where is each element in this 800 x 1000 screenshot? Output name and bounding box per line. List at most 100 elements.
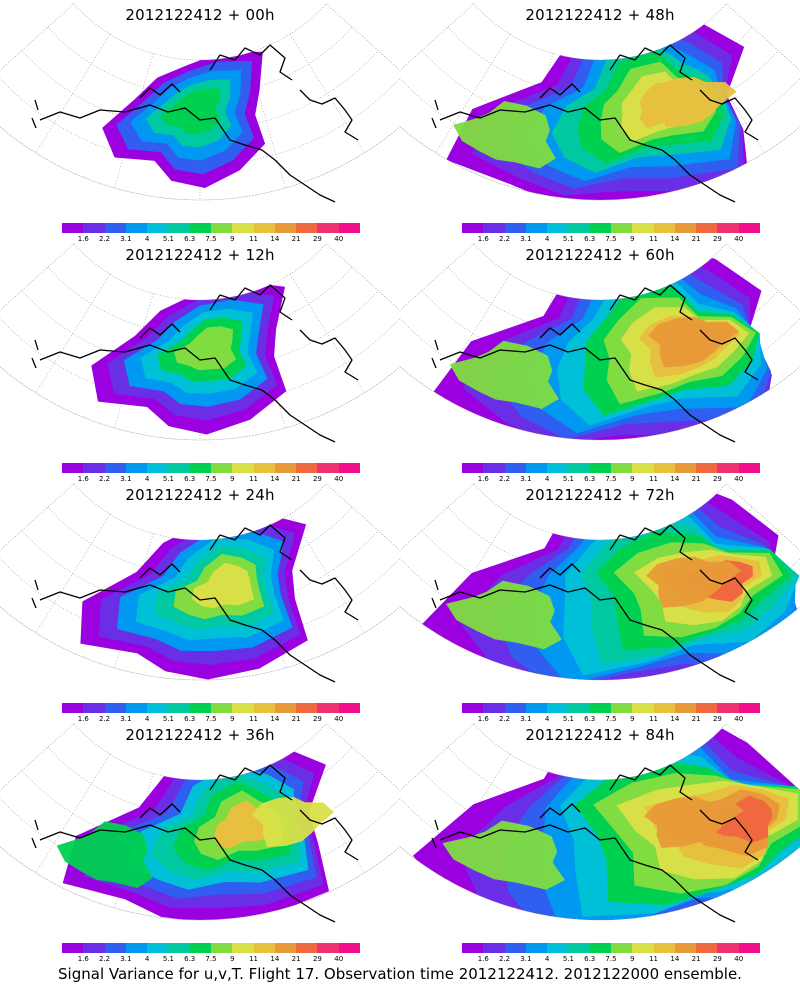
colorbar-tick-label: 2.2 [98, 955, 111, 963]
colorbar-tick-label: 14 [270, 955, 280, 963]
colorbar-tick-label: 7.5 [605, 955, 617, 963]
colorbar-tick-label: 11 [249, 235, 259, 243]
colorbar [462, 223, 760, 233]
colorbar-tick-label: 4 [144, 715, 150, 723]
colorbar-tick-label: 14 [670, 235, 680, 243]
colorbar-swatch [674, 943, 697, 953]
colorbar-swatch [483, 463, 505, 473]
colorbar-tick-label: 3.1 [120, 475, 132, 483]
colorbar-swatch [462, 703, 484, 713]
colorbar-tick-label: 11 [649, 955, 659, 963]
colorbar-swatch [653, 223, 675, 233]
coastlines [431, 764, 759, 923]
colorbar-swatch [653, 463, 675, 473]
colorbar-tick-label: 9 [230, 235, 235, 243]
colorbar-tick-label: 3.1 [520, 715, 532, 723]
colorbar-tick-label: 3.1 [520, 955, 532, 963]
colorbar-tick-label: 11 [649, 715, 659, 723]
colorbar-swatch [568, 223, 590, 233]
colorbar-tick-label: 21 [291, 235, 301, 243]
colorbar-tick-label: 3.1 [120, 715, 132, 723]
colorbar-tick-label: 29 [712, 475, 722, 483]
colorbar-tick-label: 4 [144, 235, 150, 243]
colorbar-swatch [338, 223, 360, 233]
map-panel: 2012122412 + 12h 1.6 2.2 3.1 4 5.1 6.3 7.5 9 11 14… [0, 240, 400, 483]
colorbar-tick-label: 29 [712, 955, 722, 963]
variance-field [446, 15, 750, 201]
colorbar-labels: 1.6 2.2 3.1 4 5.1 6.3 7.5 9 11 14 21 29 40 [62, 235, 360, 245]
map-panel: 2012122412 + 24h 1.6 2.2 3.1 4 5.1 6.3 7.5 9 11 14… [0, 480, 400, 723]
colorbar-swatch [125, 223, 148, 233]
colorbar-swatch [717, 463, 739, 473]
colorbar-tick-label: 7.5 [605, 475, 617, 483]
colorbar-tick-label: 7.5 [605, 715, 617, 723]
colorbar-tick-label: 9 [630, 955, 635, 963]
colorbar-swatch [189, 223, 211, 233]
colorbar-tick-label: 5.1 [162, 235, 174, 243]
variance-field [431, 243, 772, 441]
colorbar-tick-label: 6.3 [184, 475, 196, 483]
colorbar-swatch [83, 703, 105, 713]
colorbar-swatch [632, 943, 654, 953]
colorbar-tick-label: 14 [670, 715, 680, 723]
colorbar-swatch [462, 223, 484, 233]
colorbar-swatch [296, 943, 318, 953]
colorbar-tick-label: 5.1 [562, 715, 574, 723]
variance-field [56, 744, 335, 921]
colorbar-tick-label: 7.5 [205, 715, 217, 723]
colorbar-swatch [62, 703, 84, 713]
colorbar-swatch [547, 463, 569, 473]
colorbar-labels: 1.6 2.2 3.1 4 5.1 6.3 7.5 9 11 14 21 29 40 [62, 715, 360, 725]
colorbar-tick-label: 1.6 [77, 715, 89, 723]
colorbar-swatch [168, 223, 190, 233]
colorbar-swatch [589, 463, 611, 473]
colorbar-tick-label: 14 [270, 235, 280, 243]
colorbar-tick-label: 29 [312, 715, 322, 723]
map-panel: 2012122412 + 36h 1.6 2.2 3.1 4 5.1 6.3 7.5 9 11 14… [0, 720, 400, 963]
colorbar-swatch [738, 223, 760, 233]
colorbar-swatch [253, 223, 275, 233]
colorbar-swatch [738, 943, 760, 953]
colorbar-tick-label: 5.1 [162, 715, 174, 723]
map-panel: 2012122412 + 00h 1.6 2.2 3.1 4 5.1 6.3 7.5 9 11 14… [0, 0, 400, 243]
colorbar-swatch [632, 703, 654, 713]
variance-field [412, 723, 800, 921]
colorbar-swatch [274, 223, 297, 233]
colorbar-swatch [483, 943, 505, 953]
colorbar-swatch [147, 223, 169, 233]
panel-title: 2012122412 + 24h [125, 486, 275, 504]
colorbar-swatch [125, 463, 148, 473]
polar-map [0, 723, 400, 923]
colorbar-tick-label: 5.1 [562, 475, 574, 483]
coastlines [31, 284, 359, 443]
colorbar-swatch [568, 703, 590, 713]
coastlines [31, 764, 359, 923]
colorbar-swatch [232, 943, 254, 953]
colorbar-tick-label: 9 [630, 715, 635, 723]
colorbar-swatch [504, 943, 526, 953]
colorbar-tick-label: 4 [544, 715, 550, 723]
colorbar-swatch [462, 463, 484, 473]
colorbar-tick-label: 6.3 [584, 475, 596, 483]
colorbar-tick-label: 2.2 [498, 235, 511, 243]
colorbar-tick-label: 1.6 [477, 235, 489, 243]
colorbar-labels: 1.6 2.2 3.1 4 5.1 6.3 7.5 9 11 14 21 29 40 [462, 475, 760, 485]
colorbar-tick-label: 11 [249, 475, 259, 483]
colorbar-tick-label: 14 [270, 715, 280, 723]
colorbar-swatch [696, 703, 718, 713]
colorbar-swatch [568, 943, 590, 953]
panel-title: 2012122412 + 00h [125, 6, 275, 24]
colorbar-swatch [83, 223, 105, 233]
coastlines [431, 524, 759, 683]
colorbar-swatch [104, 703, 126, 713]
colorbar-swatch [589, 943, 611, 953]
colorbar-tick-label: 14 [670, 475, 680, 483]
colorbar-tick-label: 9 [230, 475, 235, 483]
colorbar-swatch [696, 463, 718, 473]
colorbar-swatch [232, 703, 254, 713]
colorbar-swatch [210, 463, 233, 473]
colorbar-tick-label: 4 [544, 955, 550, 963]
colorbar-tick-label: 29 [312, 235, 322, 243]
colorbar-labels: 1.6 2.2 3.1 4 5.1 6.3 7.5 9 11 14 21 29 40 [62, 955, 360, 965]
colorbar-tick-label: 21 [291, 715, 301, 723]
